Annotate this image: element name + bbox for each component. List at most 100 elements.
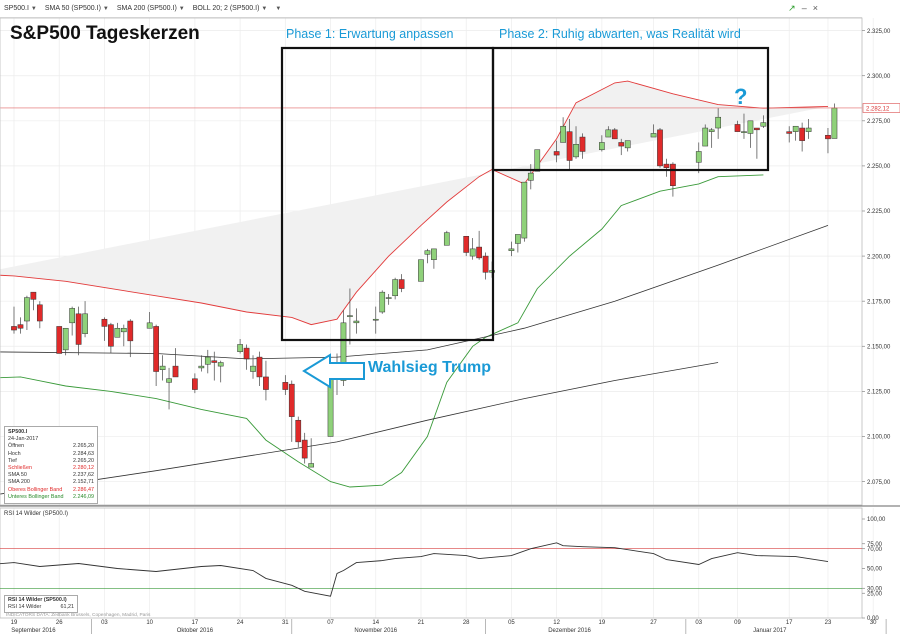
candle-body <box>431 248 437 260</box>
candle-body <box>398 279 405 289</box>
rsi-panel-label: RSI 14 Wilder (SP500.I) <box>4 511 69 517</box>
rsi-line <box>0 542 829 597</box>
price-tick-label: 2.125,00 <box>867 390 891 396</box>
candle-body <box>754 127 760 131</box>
month-label: September 2016 <box>11 628 56 634</box>
candle-body <box>799 127 805 141</box>
candle-body <box>62 327 69 351</box>
candle-body <box>424 250 431 255</box>
rsi-tick-label: 0,00 <box>867 616 879 622</box>
candle-body <box>192 378 198 390</box>
x-tick-label: 14 <box>372 620 379 626</box>
close-icon[interactable]: × <box>812 3 818 13</box>
chevron-down-icon: ▼ <box>178 5 185 12</box>
candle-body <box>217 362 224 367</box>
price-tick-label: 2.100,00 <box>867 435 891 441</box>
trend-arrow-icon[interactable]: ↗ <box>788 3 796 13</box>
x-tick-label: 21 <box>418 620 425 626</box>
candle-body <box>747 120 754 134</box>
chart-toolbar: SP500.I ▼ SMA 50 (SP500.I) ▼ SMA 200 (SP50… <box>0 0 862 18</box>
candle-body <box>476 246 482 259</box>
toolbar-item-symbol[interactable]: SP500.I ▼ <box>4 5 37 12</box>
price-tick-label: 2.175,00 <box>867 299 891 305</box>
candle-body <box>166 378 172 383</box>
candle-body <box>243 347 250 360</box>
candle-body <box>301 439 308 459</box>
candle-body <box>695 151 702 163</box>
phase1-label: Phase 1: Erwartung anpassen <box>286 27 454 41</box>
candlesticks <box>11 103 838 468</box>
x-tick-label: 30 <box>870 620 877 626</box>
rsi-tick-label: 25,00 <box>867 591 883 597</box>
x-tick-label: 03 <box>101 620 108 626</box>
candle-body <box>11 326 17 331</box>
rsi-tick-label: 75,00 <box>867 542 883 548</box>
x-tick-label: 19 <box>11 620 18 626</box>
candle-body <box>482 255 489 273</box>
rsi-info-row: RSI 14 Wilder 61,21 <box>8 604 74 610</box>
info-row: Schließen 2.280,12 <box>8 465 94 472</box>
candle-body <box>153 326 159 372</box>
rsi-tick-label: 100,00 <box>867 517 886 523</box>
candle-body <box>146 322 153 329</box>
toolbar-item-sma200[interactable]: SMA 200 (SP500.I) ▼ <box>116 5 185 12</box>
candle-body <box>618 142 625 147</box>
month-label: Dezember 2016 <box>548 628 591 634</box>
info-row: Öffnen 2.265,20 <box>8 443 94 450</box>
copyright-note: INDICATORS DATA: Zeitbank Brussels, Cope… <box>6 613 151 618</box>
candle-body <box>237 344 243 352</box>
candle-body <box>308 463 315 468</box>
candle-body <box>82 313 88 334</box>
phase2-box <box>491 46 770 172</box>
lower-bollinger-line <box>0 174 764 488</box>
candle-body <box>372 318 379 321</box>
price-tick-label: 2.225,00 <box>867 209 891 215</box>
x-tick-label: 07 <box>327 620 334 626</box>
candle-body <box>250 365 256 372</box>
rsi-tick-label: 30,00 <box>867 587 883 593</box>
candle-body <box>825 134 831 140</box>
x-tick-label: 23 <box>825 620 832 626</box>
grid-lines <box>0 18 874 618</box>
info-row: Hoch 2.284,63 <box>8 450 94 457</box>
candle-body <box>566 131 573 161</box>
candle-body <box>831 107 838 139</box>
candle-body <box>715 116 721 129</box>
x-tick-label: 09 <box>734 620 741 626</box>
last-price-label: 2.282,12 <box>866 106 890 112</box>
rsi-tick-label: 50,00 <box>867 567 883 573</box>
candle-body <box>786 131 793 134</box>
candle-body <box>256 356 263 378</box>
moving-averages <box>0 225 829 495</box>
x-tick-label: 27 <box>650 620 657 626</box>
candle-body <box>663 163 670 168</box>
price-panel-frame <box>0 17 863 506</box>
x-tick-label: 28 <box>463 620 470 626</box>
minimize-icon[interactable]: – <box>801 3 807 13</box>
chevron-down-icon: ▼ <box>102 5 109 12</box>
toolbar-add-indicator[interactable]: ▼ <box>275 6 281 12</box>
price-tick-label: 2.075,00 <box>867 480 891 486</box>
candle-body <box>340 322 347 381</box>
candle-body <box>204 356 211 365</box>
candle-body <box>553 151 560 156</box>
candle-body <box>108 324 114 347</box>
x-tick-label: 10 <box>146 620 153 626</box>
candle-body <box>288 383 295 417</box>
candle-body <box>534 149 541 172</box>
chevron-down-icon: ▼ <box>261 5 268 12</box>
info-row: Oberes Bollinger Band 2.286,47 <box>8 486 94 493</box>
candle-body <box>443 232 450 246</box>
candle-body <box>114 327 121 338</box>
toolbar-item-sma50[interactable]: SMA 50 (SP500.I) ▼ <box>44 5 109 12</box>
candle-body <box>469 248 476 257</box>
candle-body <box>605 129 612 138</box>
x-tick-label: 19 <box>599 620 606 626</box>
candle-body <box>650 133 657 138</box>
bollinger-fill <box>0 81 828 325</box>
toolbar-item-bollinger[interactable]: BOLL 20; 2 (SP500.I) ▼ <box>192 5 268 12</box>
info-row: Unteres Bollinger Band 2.246,09 <box>8 493 94 500</box>
info-symbol: SP500.I <box>8 429 28 435</box>
phase2-label: Phase 2: Ruhig abwarten, was Realität wi… <box>499 27 741 41</box>
